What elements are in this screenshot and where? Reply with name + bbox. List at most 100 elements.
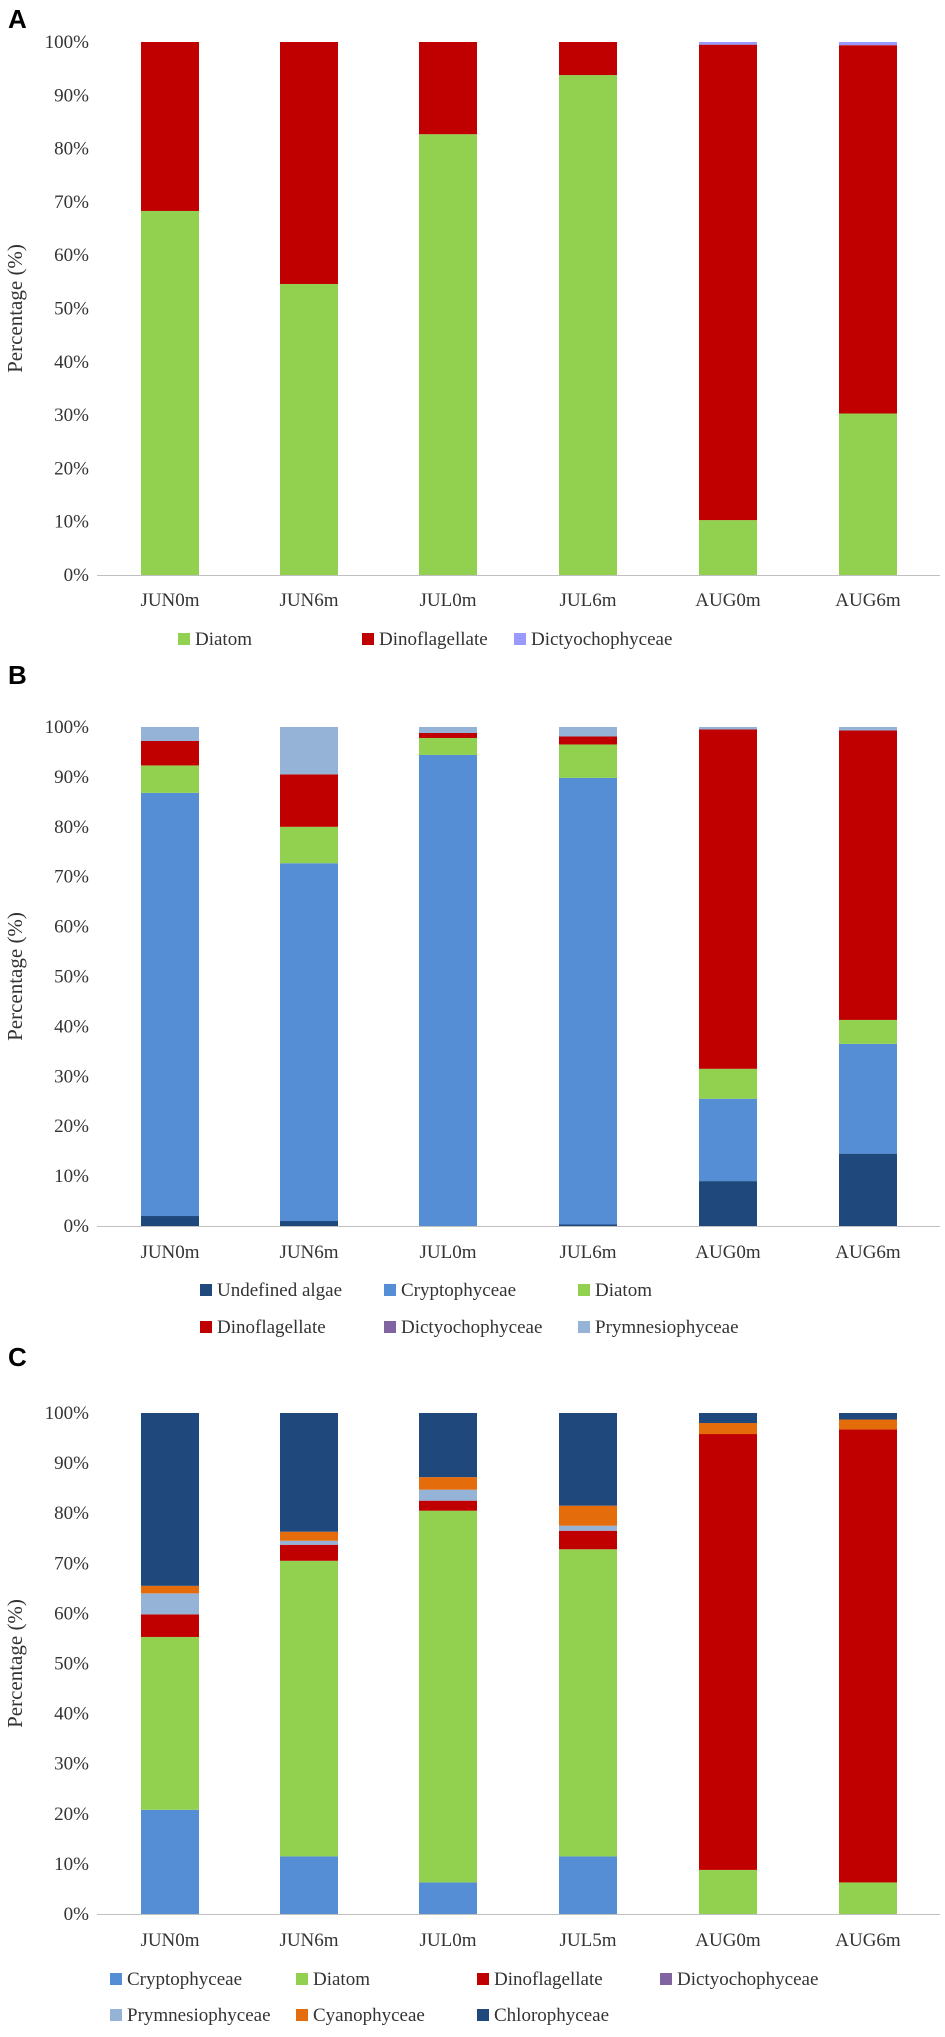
bar-dictyochophyceae <box>699 42 757 45</box>
legend-swatch <box>660 1973 672 1985</box>
bar-dinoflagellate <box>839 1429 897 1883</box>
bar-cryptophyceae <box>280 863 338 1222</box>
x-tick-label: JUN0m <box>140 1930 199 1951</box>
bar-cryptophyceae <box>559 1856 617 1914</box>
y-tick-label: 60% <box>54 1603 89 1624</box>
bar-diatom <box>141 1636 199 1810</box>
bar-diatom <box>419 1510 477 1883</box>
bar-prymnesiophyceae <box>419 727 477 733</box>
bar-diatom <box>839 1882 897 1914</box>
legend-label: Dictyochophyceae <box>531 629 672 650</box>
bar-prymnesiophyceae <box>559 1525 617 1531</box>
y-tick-label: 100% <box>45 32 90 53</box>
x-tick-label: JUN0m <box>140 590 199 611</box>
bar-cyanophyceae <box>559 1505 617 1526</box>
y-tick-label: 80% <box>54 1503 89 1524</box>
y-tick-label: 100% <box>45 1403 90 1424</box>
legend-label: Cryptophyceae <box>127 1969 242 1990</box>
legend-swatch <box>178 633 190 645</box>
bar-dinoflagellate <box>419 1500 477 1511</box>
x-tick-label: JUN6m <box>279 590 338 611</box>
x-tick-label: JUN0m <box>140 1242 199 1263</box>
panel-label: B <box>8 660 27 690</box>
bar-cryptophyceae <box>141 1809 199 1914</box>
legend-label: Dinoflagellate <box>217 1317 326 1338</box>
y-tick-label: 40% <box>54 352 89 373</box>
legend-swatch <box>578 1321 590 1333</box>
bar-cyanophyceae <box>839 1419 897 1430</box>
bar-cryptophyceae <box>559 777 617 1225</box>
legend-swatch <box>477 1973 489 1985</box>
bar-diatom <box>280 283 338 575</box>
bar-diatom <box>280 1560 338 1857</box>
y-axis-label: Percentage (%) <box>3 912 27 1041</box>
bar-dinoflagellate <box>559 1530 617 1550</box>
y-tick-label: 70% <box>54 867 89 888</box>
x-tick-label: AUG6m <box>835 590 901 611</box>
y-tick-label: 20% <box>54 1804 89 1825</box>
legend-swatch <box>296 1973 308 1985</box>
bar-cryptophyceae <box>699 1098 757 1182</box>
bar-cyanophyceae <box>141 1585 199 1594</box>
bar-chlorophyceae <box>280 1413 338 1532</box>
x-tick-label: JUN6m <box>279 1930 338 1951</box>
legend-label: Dinoflagellate <box>494 1969 603 1990</box>
x-tick-label: AUG0m <box>695 590 761 611</box>
bar-diatom <box>699 1068 757 1099</box>
bar-undefined-algae <box>559 1224 617 1226</box>
x-tick-label: AUG6m <box>835 1930 901 1951</box>
y-tick-label: 30% <box>54 1754 89 1775</box>
y-tick-label: 90% <box>54 767 89 788</box>
bar-cryptophyceae <box>280 1856 338 1914</box>
bar-diatom <box>141 765 199 793</box>
bar-diatom <box>699 520 757 575</box>
bar-dinoflagellate <box>141 42 199 211</box>
bar-chlorophyceae <box>559 1413 617 1506</box>
bar-dinoflagellate <box>559 736 617 745</box>
y-tick-label: 70% <box>54 1553 89 1574</box>
bar-diatom <box>280 826 338 864</box>
y-tick-label: 40% <box>54 1704 89 1725</box>
legend-swatch <box>578 1284 590 1296</box>
legend-label: Diatom <box>195 629 252 650</box>
y-axis-label: Percentage (%) <box>3 1599 27 1728</box>
x-tick-label: AUG0m <box>695 1242 761 1263</box>
bar-diatom <box>559 744 617 778</box>
bar-chlorophyceae <box>699 1413 757 1424</box>
legend-swatch <box>110 2009 122 2021</box>
bar-prymnesiophyceae <box>141 1593 199 1615</box>
legend-label: Diatom <box>595 1280 652 1301</box>
bar-chlorophyceae <box>141 1413 199 1586</box>
y-tick-label: 0% <box>64 565 90 586</box>
y-axis-label: Percentage (%) <box>3 244 27 373</box>
bar-diatom <box>559 75 617 576</box>
bar-undefined-algae <box>141 1216 199 1226</box>
panel-label: C <box>8 1342 27 1372</box>
legend-label: Cyanophyceae <box>313 2005 425 2026</box>
y-tick-label: 80% <box>54 139 89 160</box>
x-tick-label: AUG0m <box>695 1930 761 1951</box>
legend-label: Dictyochophyceae <box>401 1317 542 1338</box>
y-tick-label: 10% <box>54 1854 89 1875</box>
bar-diatom <box>559 1549 617 1857</box>
bar-diatom <box>141 210 199 575</box>
bar-undefined-algae <box>839 1153 897 1226</box>
legend-swatch <box>477 2009 489 2021</box>
y-tick-label: 80% <box>54 817 89 838</box>
legend-swatch <box>384 1321 396 1333</box>
bar-cryptophyceae <box>839 1043 897 1154</box>
legend-swatch <box>362 633 374 645</box>
y-tick-label: 0% <box>64 1904 90 1925</box>
y-tick-label: 50% <box>54 299 89 320</box>
bar-cyanophyceae <box>419 1477 477 1490</box>
bar-chlorophyceae <box>419 1413 477 1478</box>
bar-dinoflagellate <box>839 730 897 1020</box>
y-tick-label: 20% <box>54 1116 89 1137</box>
bar-dinoflagellate <box>699 729 757 1069</box>
y-tick-label: 100% <box>45 717 90 738</box>
bar-dinoflagellate <box>559 42 617 76</box>
y-tick-label: 50% <box>54 967 89 988</box>
legend-swatch <box>200 1284 212 1296</box>
panel-label: A <box>8 4 27 34</box>
bar-dinoflagellate <box>280 1544 338 1561</box>
